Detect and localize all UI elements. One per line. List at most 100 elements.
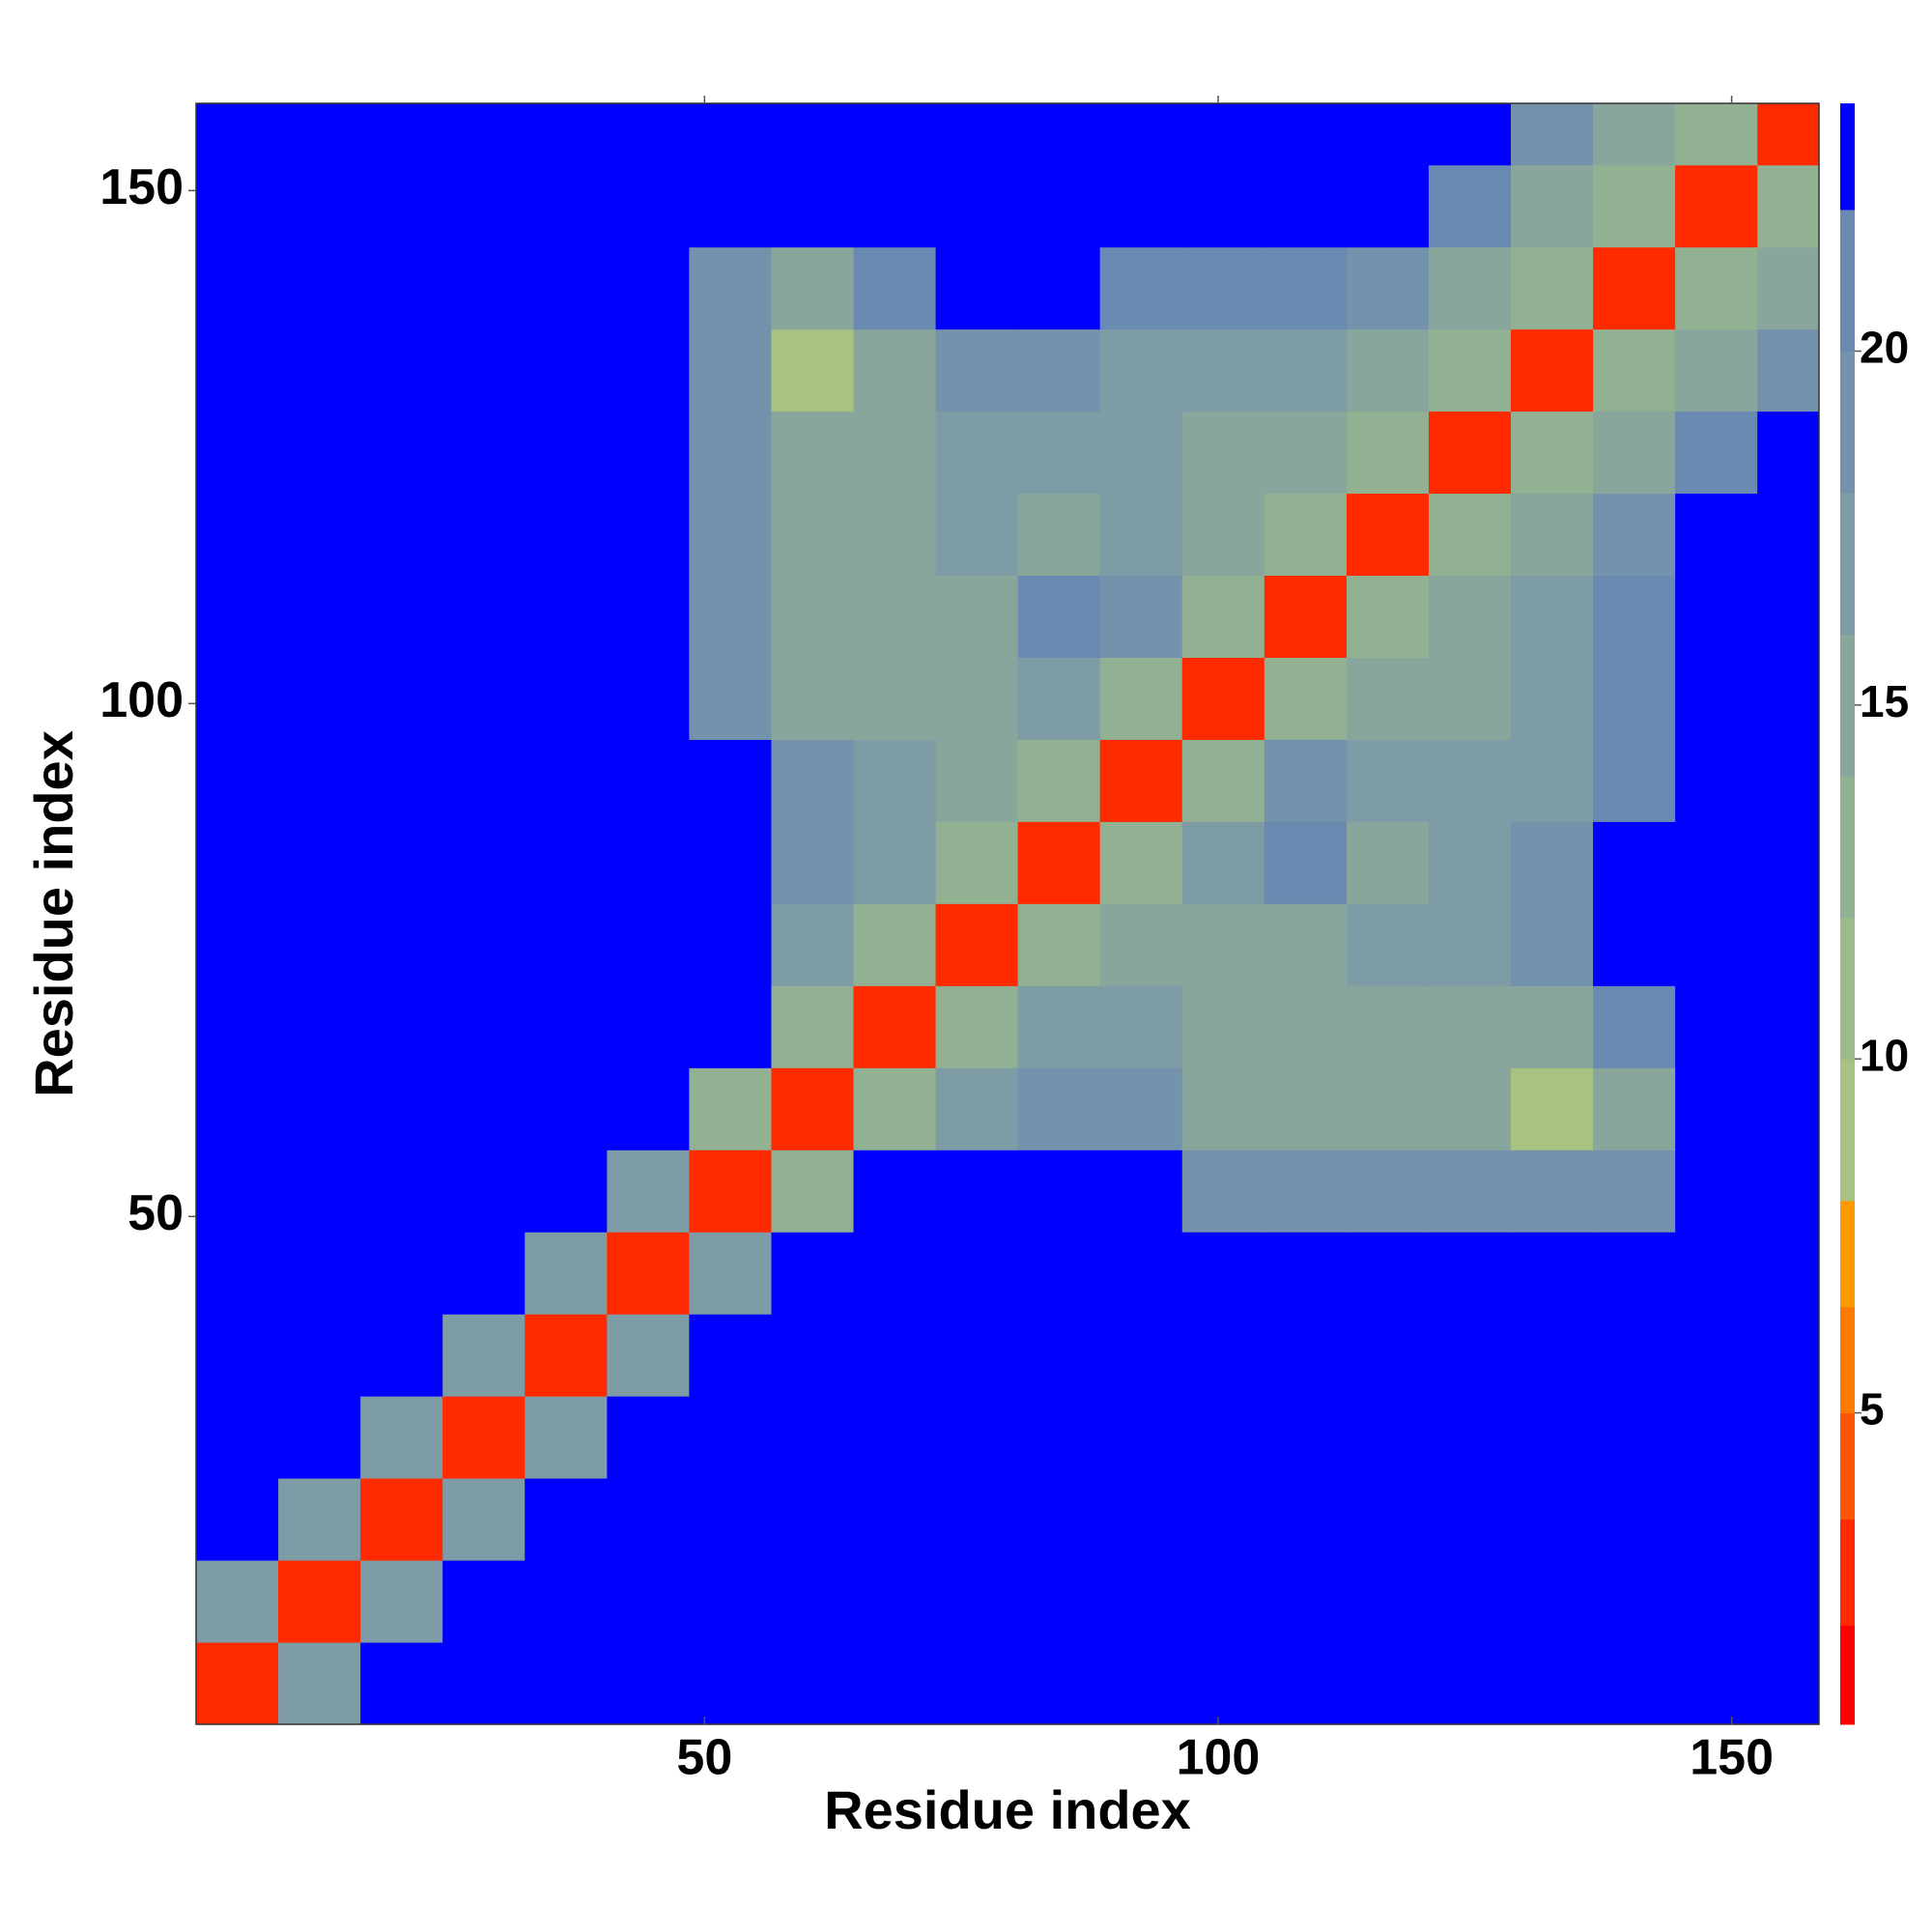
- heat-cell: [360, 985, 443, 1068]
- heat-cell: [196, 103, 279, 166]
- heat-cell: [1181, 1560, 1265, 1643]
- heat-cell: [442, 1396, 526, 1479]
- heat-cell: [525, 103, 608, 166]
- heat-cell: [935, 1478, 1019, 1561]
- heat-cell: [525, 493, 608, 577]
- heat-cell: [1428, 1150, 1512, 1233]
- heat-cell: [1099, 164, 1183, 248]
- heat-cell: [607, 1067, 690, 1151]
- heat-cell: [525, 1314, 608, 1397]
- heat-cell: [771, 575, 855, 658]
- heat-cell: [1428, 1067, 1512, 1151]
- heat-cell: [1099, 1067, 1183, 1151]
- heat-cell: [689, 164, 772, 248]
- heat-cell: [278, 164, 361, 248]
- heat-cell: [1593, 985, 1676, 1068]
- heat-cell: [1017, 985, 1101, 1068]
- heat-cell: [1675, 1314, 1758, 1397]
- heat-cell: [853, 1642, 937, 1725]
- heat-cell: [1757, 739, 1820, 822]
- heat-cell: [1511, 985, 1594, 1068]
- heat-cell: [853, 103, 937, 166]
- heat-cell: [1017, 657, 1101, 740]
- heat-cell: [853, 164, 937, 248]
- heat-cell: [278, 1478, 361, 1561]
- heat-cell: [771, 657, 855, 740]
- heat-cell: [442, 493, 526, 577]
- heat-cell: [525, 246, 608, 330]
- heat-cell: [1428, 985, 1512, 1068]
- heat-cell: [1593, 328, 1676, 412]
- heat-cell: [360, 1642, 443, 1725]
- heat-cell: [1675, 575, 1758, 658]
- colorbar-band: [1840, 1625, 1855, 1725]
- heat-cell: [360, 1396, 443, 1479]
- heat-cell: [525, 1150, 608, 1233]
- heat-cell: [1346, 328, 1430, 412]
- heat-cell: [689, 1232, 772, 1315]
- heat-cell: [442, 1478, 526, 1561]
- heat-cell: [360, 821, 443, 904]
- heat-cell: [278, 493, 361, 577]
- heat-cell: [1181, 1642, 1265, 1725]
- heat-cell: [1346, 903, 1430, 986]
- heat-cell: [360, 1067, 443, 1151]
- heat-cell: [771, 1150, 855, 1233]
- heat-cell: [607, 328, 690, 412]
- heat-cell: [1346, 1560, 1430, 1643]
- heat-cell: [1428, 575, 1512, 658]
- colorbar-band: [1840, 1306, 1855, 1414]
- heat-cell: [1593, 1642, 1676, 1725]
- heat-cell: [278, 1396, 361, 1479]
- heat-cell: [360, 739, 443, 822]
- heat-cell: [771, 821, 855, 904]
- heatmap-cells: [196, 103, 1820, 1725]
- heat-cell: [1181, 1232, 1265, 1315]
- heat-cell: [935, 575, 1019, 658]
- heat-cell: [1181, 493, 1265, 577]
- heat-cell: [1593, 903, 1676, 986]
- heat-cell: [1675, 246, 1758, 330]
- heat-cell: [771, 903, 855, 986]
- heat-cell: [1346, 821, 1430, 904]
- heat-cell: [1099, 903, 1183, 986]
- heat-cell: [607, 493, 690, 577]
- heat-cell: [1511, 1314, 1594, 1397]
- heat-cell: [1675, 1396, 1758, 1479]
- heat-cell: [1757, 657, 1820, 740]
- heat-cell: [1346, 1642, 1430, 1725]
- heat-cell: [196, 328, 279, 412]
- heat-cell: [1428, 411, 1512, 495]
- heat-cell: [1511, 1642, 1594, 1725]
- heat-cell: [1511, 1560, 1594, 1643]
- heat-cell: [196, 1232, 279, 1315]
- heat-cell: [689, 328, 772, 412]
- heat-cell: [689, 1067, 772, 1151]
- heat-cell: [196, 985, 279, 1068]
- heat-cell: [1428, 1314, 1512, 1397]
- heat-cell: [689, 246, 772, 330]
- heat-cell: [525, 985, 608, 1068]
- heat-cell: [1099, 1314, 1183, 1397]
- colorbar-tick-label: 10: [1860, 1030, 1909, 1080]
- heat-cell: [1181, 164, 1265, 248]
- heat-cell: [935, 657, 1019, 740]
- heat-cell: [853, 1232, 937, 1315]
- heat-cell: [1346, 411, 1430, 495]
- heat-cell: [771, 164, 855, 248]
- heat-cell: [1346, 1478, 1430, 1561]
- heat-cell: [1099, 1150, 1183, 1233]
- heat-cell: [689, 985, 772, 1068]
- colorbar-band: [1840, 1412, 1855, 1520]
- heat-cell: [1346, 1314, 1430, 1397]
- heat-cell: [1757, 821, 1820, 904]
- heat-cell: [360, 328, 443, 412]
- heat-cell: [1675, 411, 1758, 495]
- colorbar-band: [1840, 103, 1855, 211]
- heat-cell: [1099, 657, 1183, 740]
- heat-cell: [1428, 903, 1512, 986]
- heat-cell: [607, 411, 690, 495]
- heat-cell: [771, 246, 855, 330]
- heat-cell: [278, 821, 361, 904]
- heat-cell: [689, 657, 772, 740]
